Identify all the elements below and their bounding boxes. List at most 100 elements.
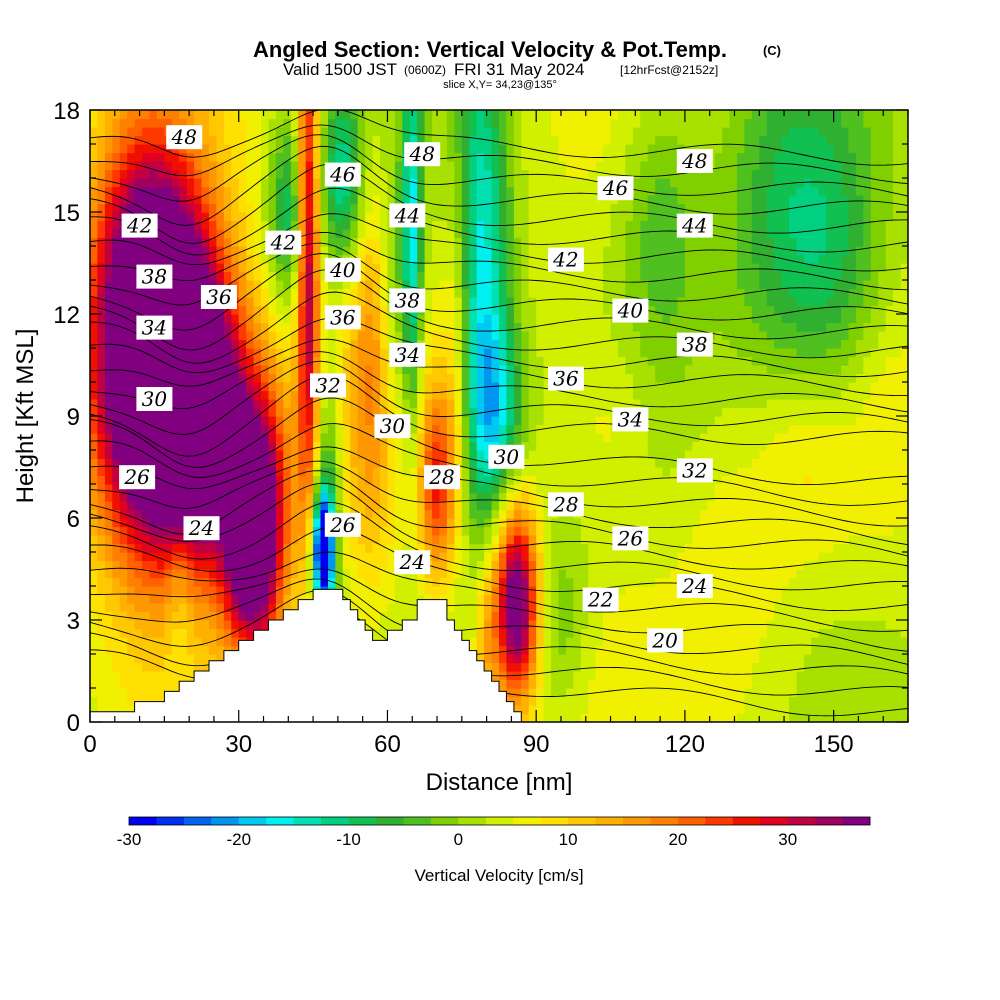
field-cell <box>149 382 158 392</box>
field-cell <box>119 297 128 307</box>
field-cell <box>432 297 441 307</box>
field-cell <box>528 127 537 137</box>
field-cell <box>558 662 567 672</box>
field-cell <box>387 135 396 145</box>
field-cell <box>469 399 478 409</box>
field-cell <box>179 484 188 494</box>
field-cell <box>380 263 388 273</box>
field-cell <box>290 161 299 171</box>
field-cell <box>194 263 203 273</box>
field-cell <box>350 280 359 290</box>
field-cell <box>194 424 203 434</box>
field-cell <box>156 229 165 239</box>
field-cell <box>372 339 381 349</box>
field-cell <box>424 416 433 426</box>
field-cell <box>394 390 403 400</box>
field-cell <box>320 509 329 519</box>
field-cell <box>305 195 314 205</box>
field-cell <box>357 467 366 477</box>
field-cell <box>551 280 560 290</box>
field-cell <box>149 118 158 128</box>
field-cell <box>253 416 262 426</box>
field-cell <box>268 144 277 154</box>
field-cell <box>112 288 121 298</box>
field-cell <box>268 127 277 137</box>
field-cell <box>149 450 158 460</box>
field-cell <box>127 297 136 307</box>
field-cell <box>372 603 381 613</box>
field-cell <box>551 144 560 154</box>
field-cell <box>104 348 113 358</box>
field-cell <box>461 339 470 349</box>
field-cell <box>543 127 552 137</box>
field-cell <box>476 382 485 392</box>
field-cell <box>127 186 136 196</box>
field-cell <box>484 628 493 638</box>
field-cell <box>194 314 203 324</box>
field-cell <box>506 611 515 621</box>
field-cell <box>357 441 366 451</box>
field-cell <box>595 645 604 655</box>
field-cell <box>275 552 284 562</box>
field-cell <box>104 569 113 579</box>
field-cell <box>231 339 240 349</box>
field-cell <box>476 144 485 154</box>
field-cell <box>142 348 151 358</box>
field-cell <box>231 535 240 545</box>
field-cell <box>365 424 374 434</box>
field-cell <box>97 484 106 494</box>
field-cell <box>342 501 351 511</box>
field-cell <box>513 356 522 366</box>
field-cell <box>238 144 247 154</box>
field-cell <box>320 271 329 281</box>
field-cell <box>335 118 344 128</box>
field-cell <box>127 382 136 392</box>
field-cell <box>476 492 485 502</box>
field-cell <box>513 416 522 426</box>
field-cell <box>156 110 165 120</box>
field-cell <box>283 297 292 307</box>
field-cell <box>454 501 463 511</box>
field-cell <box>476 645 485 655</box>
field-cell <box>290 441 299 451</box>
field-cell <box>246 492 255 502</box>
field-cell <box>305 484 314 494</box>
field-cell <box>528 509 537 519</box>
field-cell <box>223 433 232 443</box>
field-cell <box>528 288 537 298</box>
field-cell <box>335 543 344 553</box>
field-cell <box>104 671 113 681</box>
field-cell <box>521 220 530 230</box>
field-cell <box>283 526 292 536</box>
field-cell <box>127 705 136 715</box>
field-cell <box>320 552 329 562</box>
field-cell <box>119 569 128 579</box>
field-cell <box>209 271 217 281</box>
field-cell <box>90 110 98 120</box>
field-cell <box>238 526 247 536</box>
field-cell <box>573 441 582 451</box>
field-cell <box>476 288 485 298</box>
field-cell <box>454 144 463 154</box>
field-cell <box>283 441 292 451</box>
field-cell <box>298 399 307 409</box>
field-cell <box>595 441 604 451</box>
field-cell <box>506 492 515 502</box>
field-cell <box>134 144 143 154</box>
field-cell <box>476 254 485 264</box>
field-cell <box>588 475 597 485</box>
field-cell <box>506 654 515 664</box>
field-cell <box>558 569 567 579</box>
field-cell <box>417 586 426 596</box>
field-cell <box>558 671 567 681</box>
field-cell <box>357 348 366 358</box>
field-cell <box>595 246 604 256</box>
field-cell <box>409 186 418 196</box>
field-cell <box>580 407 589 417</box>
field-cell <box>476 535 485 545</box>
field-cell <box>216 399 225 409</box>
field-cell <box>558 543 567 553</box>
field-cell <box>119 339 128 349</box>
field-cell <box>543 195 552 205</box>
field-cell <box>528 611 537 621</box>
